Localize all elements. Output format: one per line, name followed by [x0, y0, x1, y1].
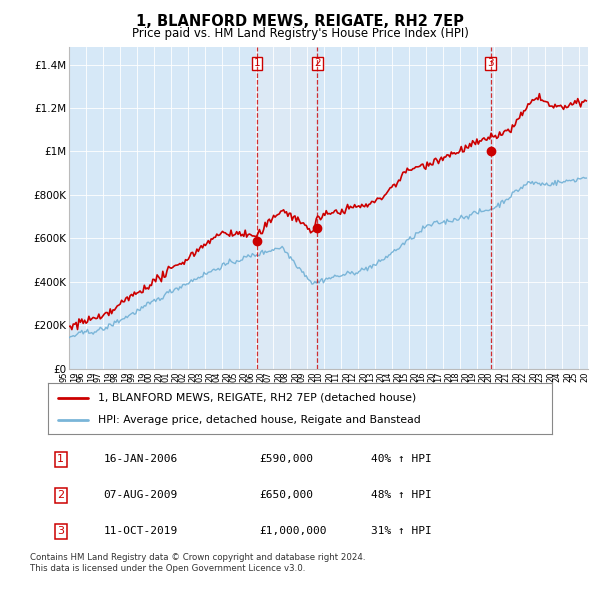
- Text: 2: 2: [57, 490, 64, 500]
- Text: 48% ↑ HPI: 48% ↑ HPI: [371, 490, 431, 500]
- Text: 2: 2: [314, 58, 321, 68]
- Text: £650,000: £650,000: [260, 490, 314, 500]
- Text: 07-AUG-2009: 07-AUG-2009: [103, 490, 178, 500]
- Text: £1,000,000: £1,000,000: [260, 526, 327, 536]
- Text: HPI: Average price, detached house, Reigate and Banstead: HPI: Average price, detached house, Reig…: [98, 415, 421, 425]
- Text: 31% ↑ HPI: 31% ↑ HPI: [371, 526, 431, 536]
- Text: Contains HM Land Registry data © Crown copyright and database right 2024.: Contains HM Land Registry data © Crown c…: [30, 553, 365, 562]
- Text: £590,000: £590,000: [260, 454, 314, 464]
- Text: 40% ↑ HPI: 40% ↑ HPI: [371, 454, 431, 464]
- Text: 1, BLANFORD MEWS, REIGATE, RH2 7EP (detached house): 1, BLANFORD MEWS, REIGATE, RH2 7EP (deta…: [98, 392, 416, 402]
- Text: 1: 1: [254, 58, 260, 68]
- Bar: [257, 47, 317, 369]
- Bar: [491, 47, 588, 369]
- Text: 3: 3: [57, 526, 64, 536]
- Text: This data is licensed under the Open Government Licence v3.0.: This data is licensed under the Open Gov…: [30, 564, 305, 573]
- Text: 1: 1: [57, 454, 64, 464]
- Text: Price paid vs. HM Land Registry's House Price Index (HPI): Price paid vs. HM Land Registry's House …: [131, 27, 469, 40]
- Text: 11-OCT-2019: 11-OCT-2019: [103, 526, 178, 536]
- Text: 1, BLANFORD MEWS, REIGATE, RH2 7EP: 1, BLANFORD MEWS, REIGATE, RH2 7EP: [136, 14, 464, 29]
- Text: 16-JAN-2006: 16-JAN-2006: [103, 454, 178, 464]
- Text: 3: 3: [487, 58, 494, 68]
